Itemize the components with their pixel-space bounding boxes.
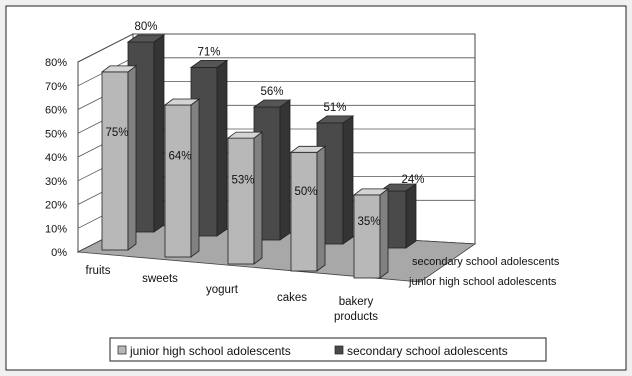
bar-side xyxy=(190,98,200,258)
bar-top xyxy=(126,34,166,43)
bar-value-label: 35% xyxy=(357,216,380,228)
bar-top xyxy=(352,188,390,196)
bar-value-label: 56% xyxy=(260,86,283,98)
bar-side xyxy=(253,131,263,265)
bar-value-label: 64% xyxy=(168,151,191,163)
y-tick-label: 60% xyxy=(45,105,67,117)
bar-front xyxy=(227,137,255,265)
bar-value-label: 71% xyxy=(197,46,220,58)
bar: 75% xyxy=(100,65,138,251)
y-tick-label: 30% xyxy=(45,176,67,188)
bar-value-label: 50% xyxy=(294,186,317,198)
gridline xyxy=(77,33,475,63)
bar-top xyxy=(100,65,138,73)
bar-front xyxy=(353,194,381,279)
bar-top xyxy=(226,131,264,139)
legend-label-junior: junior high school adolescents xyxy=(129,344,291,358)
bar-top xyxy=(252,99,292,108)
bar-side xyxy=(342,115,354,245)
y-tick-label: 80% xyxy=(45,57,67,69)
y-axis: 0% 10% 20% 30% 40% 50% 60% 70% 80% xyxy=(45,57,67,259)
legend-swatch-junior xyxy=(117,345,127,355)
legend: junior high school adolescents secondary… xyxy=(109,337,547,362)
bar-side xyxy=(279,99,291,241)
bar: 64% xyxy=(163,98,201,258)
bar-side xyxy=(379,188,389,279)
x-axis-labels: fruits sweets yogurt cakes bakery products xyxy=(86,265,379,323)
y-tick-label: 50% xyxy=(45,128,67,140)
bars-junior: 75% 64% 53% 50% 35% xyxy=(100,65,390,279)
bar-side xyxy=(216,59,228,237)
depth-axis-labels: secondary school adolescents junior high … xyxy=(408,256,560,288)
bar-front xyxy=(290,151,318,272)
bar-side xyxy=(127,65,137,251)
bar-top xyxy=(315,115,355,124)
bar-top xyxy=(378,183,418,192)
x-tick-label: bakery products xyxy=(334,296,378,323)
x-tick-label: sweets xyxy=(142,273,178,285)
bar-side xyxy=(405,183,417,249)
y-tick-label: 20% xyxy=(45,200,67,212)
bar-top xyxy=(163,98,201,106)
x-tick-label: fruits xyxy=(86,265,111,277)
y-tick-label: 0% xyxy=(51,247,67,259)
depth-label-junior: junior high school adolescents xyxy=(408,276,557,288)
bar-value-label: 80% xyxy=(134,21,157,33)
bar-value-label: 24% xyxy=(401,174,424,186)
x-tick-label: cakes xyxy=(277,292,307,304)
bar-front xyxy=(101,71,129,251)
bar-side xyxy=(153,34,165,233)
x-tick-label: yogurt xyxy=(206,284,239,296)
legend-label-secondary: secondary school adolescents xyxy=(347,344,508,358)
bar-value-label: 53% xyxy=(231,174,254,186)
legend-box xyxy=(109,337,547,362)
bar-value-label: 75% xyxy=(105,127,128,139)
bar: 53% xyxy=(226,131,264,265)
y-tick-label: 70% xyxy=(45,81,67,93)
depth-label-secondary: secondary school adolescents xyxy=(412,256,560,268)
bar-front xyxy=(164,104,192,258)
bar: 35% xyxy=(352,188,390,279)
bar: 50% xyxy=(289,145,327,272)
y-tick-label: 40% xyxy=(45,152,67,164)
legend-swatch-secondary xyxy=(334,345,344,355)
bar-top xyxy=(289,145,327,153)
bar-side xyxy=(316,145,326,272)
y-tick-label: 10% xyxy=(45,223,67,235)
bar-top xyxy=(189,60,229,68)
bar-value-label: 51% xyxy=(323,102,346,114)
